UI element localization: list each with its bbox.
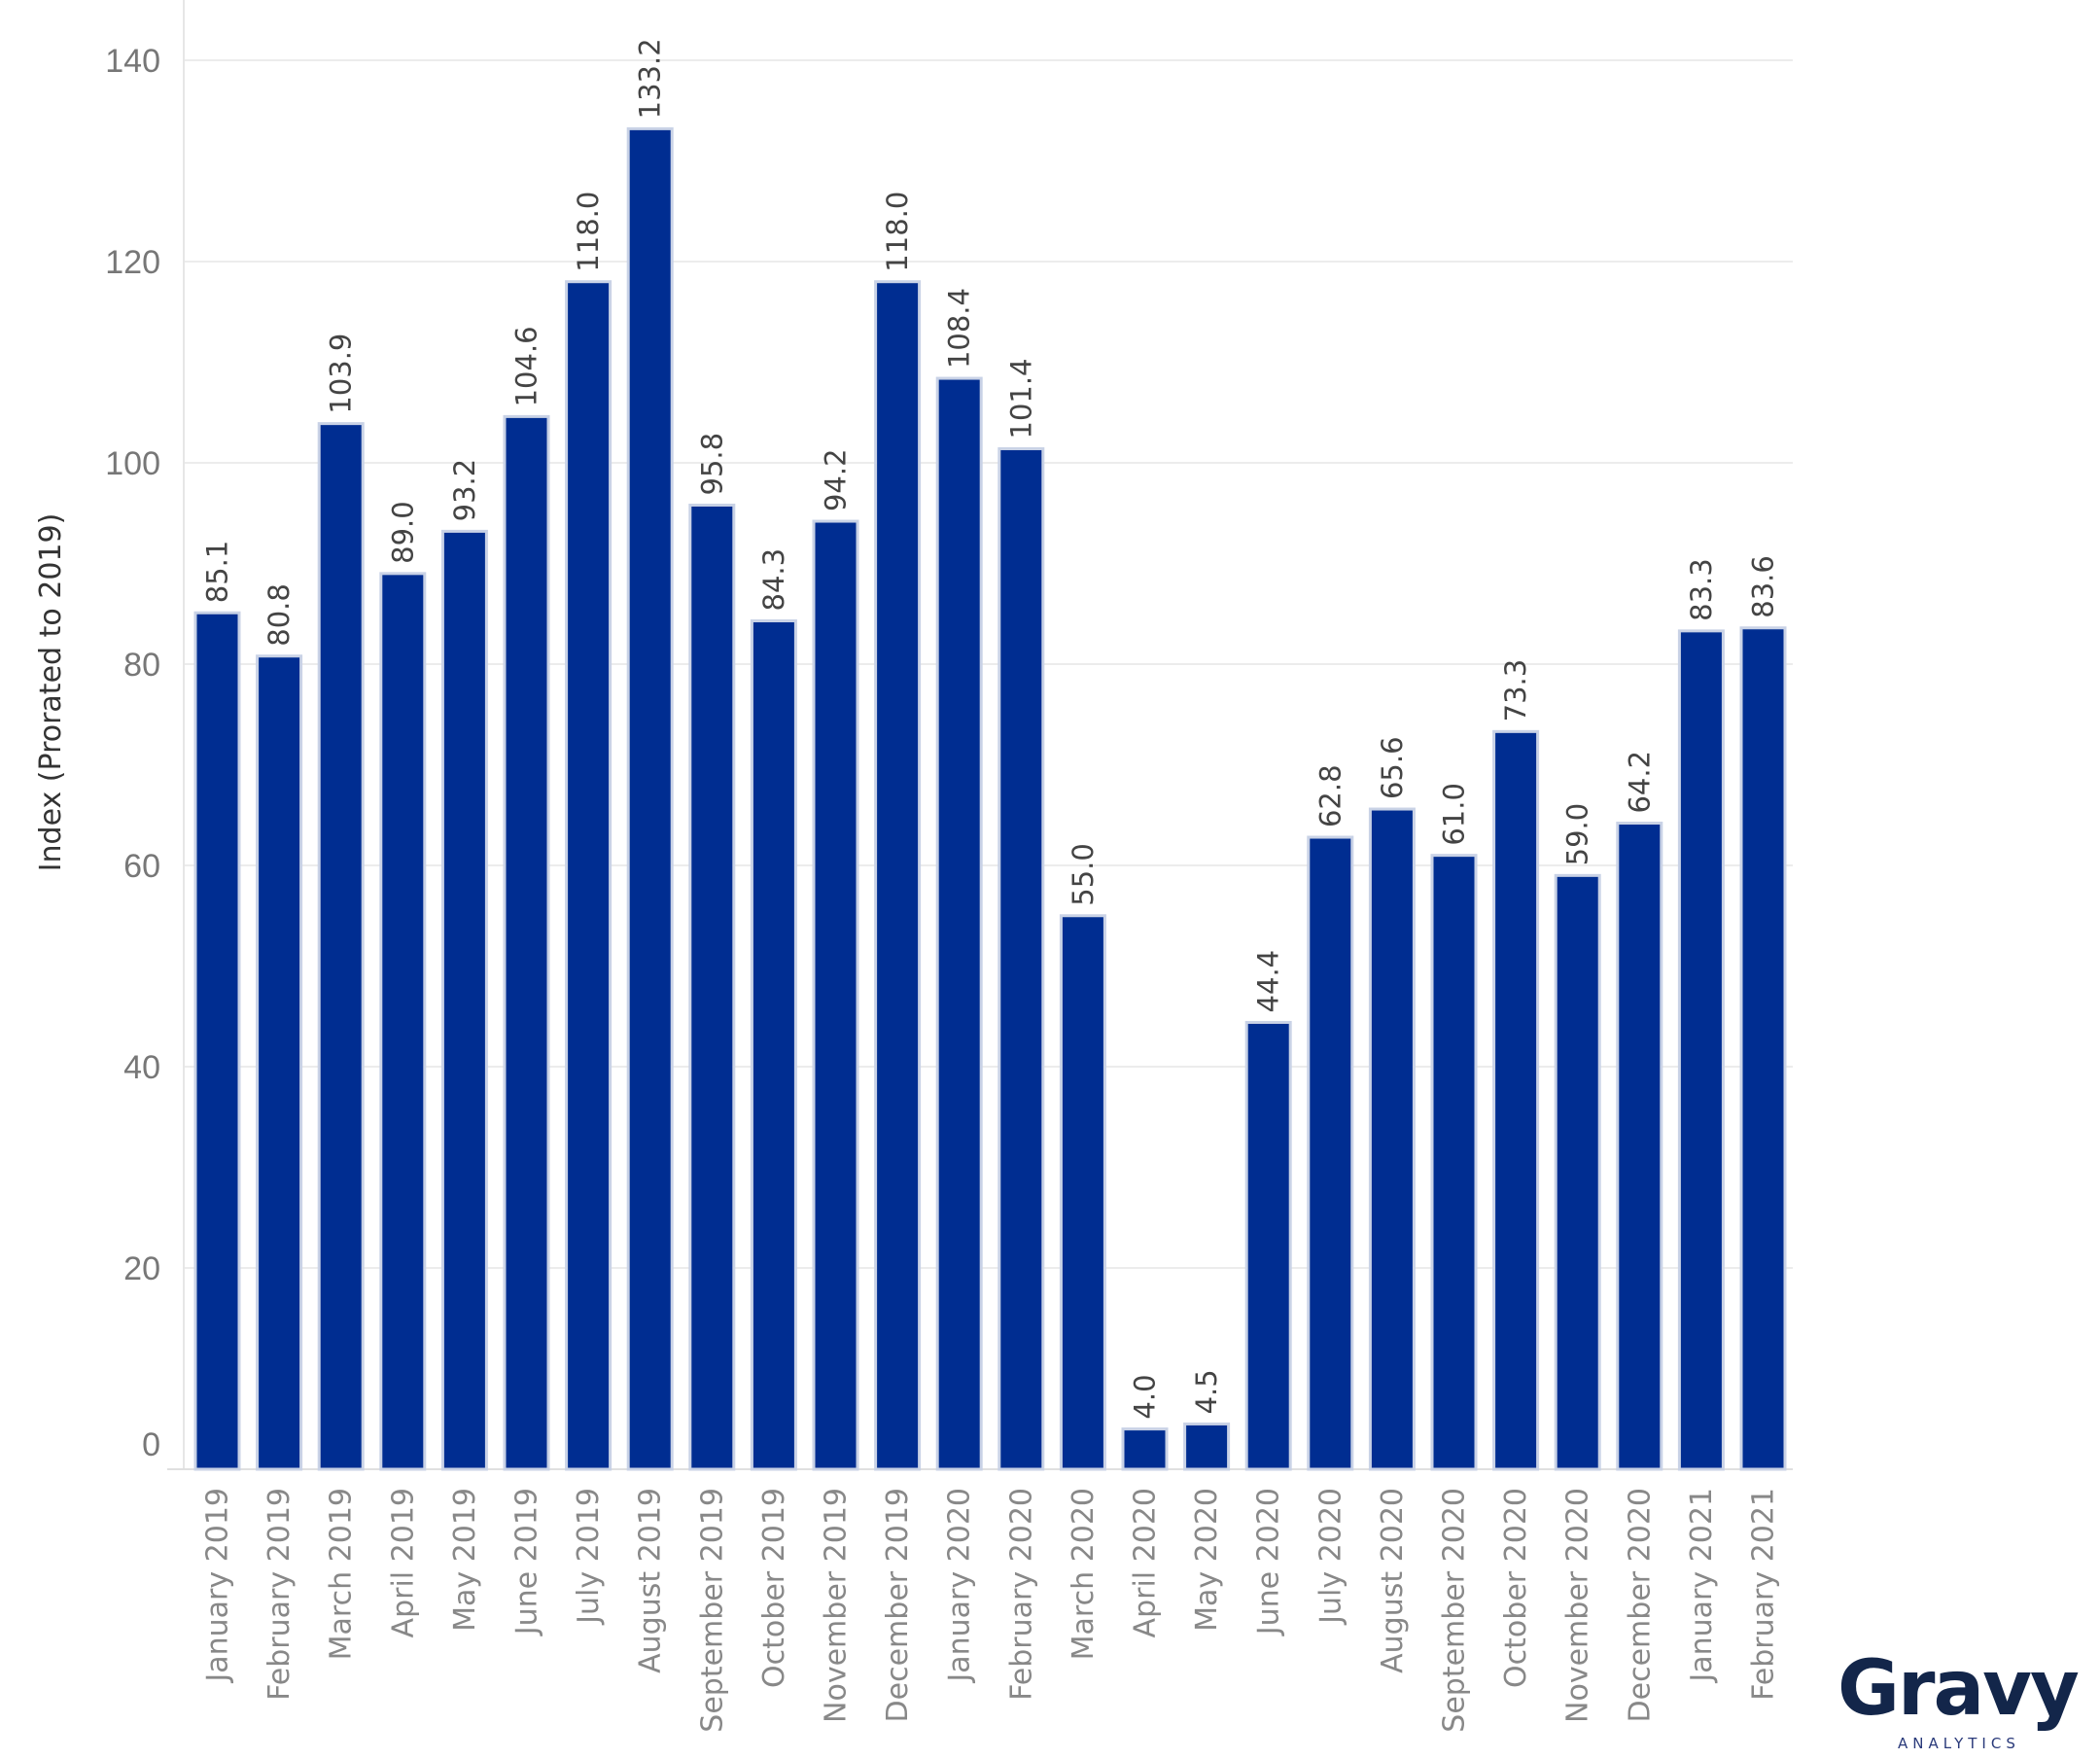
x-tick-label: February 2021 <box>1747 1488 1781 1701</box>
x-tick-label: June 2019 <box>510 1488 544 1636</box>
value-label: 118.0 <box>572 192 605 272</box>
y-tick-label: 60 <box>123 848 160 885</box>
bar <box>1368 807 1416 1471</box>
x-tick-label: August 2020 <box>1376 1488 1410 1673</box>
gravy-analytics-logo: Gravy ANALYTICS <box>1838 1649 2081 1756</box>
bar <box>626 126 674 1471</box>
bar <box>1739 626 1787 1471</box>
x-tick-label: May 2019 <box>448 1488 482 1632</box>
bar <box>440 529 488 1471</box>
y-axis-title: Index (Prorated to 2019) <box>34 513 68 872</box>
y-tick-label: 40 <box>123 1049 160 1086</box>
y-tick-label: 120 <box>105 244 160 281</box>
value-label: 4.5 <box>1190 1369 1223 1414</box>
logo-wordmark: Gravy <box>1838 1645 2080 1733</box>
logo-subtitle: ANALYTICS <box>1898 1735 2020 1752</box>
bar <box>998 447 1045 1471</box>
x-tick-label: November 2020 <box>1561 1488 1595 1723</box>
x-tick-label: September 2020 <box>1438 1488 1472 1733</box>
bar <box>503 414 550 1471</box>
value-labels: 85.1 80.8 103.9 89.0 93.2 104.6 118.0 133.2 95.8… <box>201 38 1780 1419</box>
y-axis-ticks: 0 20 40 60 80 100 120 140 <box>105 43 160 1463</box>
x-tick-label: March 2020 <box>1067 1488 1101 1660</box>
bar <box>1059 914 1106 1471</box>
bar <box>1430 854 1478 1471</box>
bar <box>1677 629 1725 1471</box>
x-tick-label: November 2019 <box>820 1488 854 1723</box>
value-label: 84.3 <box>757 548 790 612</box>
value-label: 62.8 <box>1313 764 1347 827</box>
x-tick-label: January 2020 <box>943 1488 977 1684</box>
x-tick-label: January 2021 <box>1685 1488 1719 1684</box>
value-label: 104.6 <box>510 326 543 406</box>
x-tick-label: August 2019 <box>634 1488 668 1673</box>
value-label: 89.0 <box>386 501 419 564</box>
bar <box>1183 1422 1231 1471</box>
x-tick-label: June 2020 <box>1252 1488 1286 1636</box>
value-label: 65.6 <box>1376 736 1409 799</box>
bar <box>874 280 922 1471</box>
x-tick-label: January 2019 <box>201 1488 235 1684</box>
bars <box>193 126 1787 1471</box>
bar <box>1616 822 1663 1471</box>
x-tick-label: February 2019 <box>262 1488 297 1701</box>
value-label: 61.0 <box>1438 783 1471 846</box>
value-label: 73.3 <box>1499 659 1532 722</box>
x-tick-label: July 2019 <box>572 1488 606 1626</box>
value-label: 103.9 <box>325 334 358 414</box>
bar <box>812 519 859 1471</box>
x-tick-label: March 2019 <box>325 1488 359 1660</box>
x-tick-label: July 2020 <box>1313 1488 1348 1626</box>
bar <box>1554 873 1601 1471</box>
value-label: 59.0 <box>1561 803 1594 866</box>
value-label: 83.6 <box>1747 555 1780 618</box>
y-tick-label: 140 <box>105 43 160 80</box>
bar <box>688 503 736 1471</box>
value-label: 133.2 <box>634 38 667 119</box>
value-label: 108.4 <box>943 288 976 369</box>
value-label: 118.0 <box>881 192 914 272</box>
bar <box>750 618 797 1471</box>
bar <box>565 280 612 1471</box>
value-label: 4.0 <box>1129 1374 1162 1419</box>
bar <box>256 654 303 1471</box>
value-label: 83.3 <box>1685 558 1718 621</box>
x-tick-label: May 2020 <box>1190 1488 1224 1632</box>
value-label: 44.4 <box>1252 950 1285 1013</box>
x-tick-label: October 2019 <box>757 1488 791 1688</box>
bar <box>317 422 365 1471</box>
value-label: 94.2 <box>820 448 853 511</box>
x-tick-label: February 2020 <box>1004 1488 1038 1701</box>
bar <box>1492 729 1540 1471</box>
x-tick-label: April 2019 <box>386 1488 420 1637</box>
x-tick-label: September 2019 <box>695 1488 729 1733</box>
value-label: 85.1 <box>201 541 234 604</box>
value-label: 80.8 <box>262 583 296 647</box>
bar <box>1244 1020 1292 1471</box>
x-axis-labels: January 2019 February 2019 March 2019 April… <box>201 1488 1781 1733</box>
x-tick-label: April 2020 <box>1129 1488 1163 1637</box>
value-label: 93.2 <box>448 459 481 522</box>
bar <box>1121 1427 1169 1471</box>
bar <box>193 611 241 1471</box>
x-tick-label: December 2020 <box>1623 1488 1657 1722</box>
bar <box>935 376 983 1471</box>
y-tick-label: 20 <box>123 1250 160 1287</box>
y-tick-label: 100 <box>105 445 160 482</box>
value-label: 55.0 <box>1067 843 1100 906</box>
bar <box>379 572 427 1471</box>
x-tick-label: December 2019 <box>881 1488 915 1722</box>
value-label: 101.4 <box>1004 358 1037 439</box>
bar <box>1307 835 1354 1471</box>
value-label: 64.2 <box>1623 751 1656 814</box>
y-tick-label: 80 <box>123 647 160 684</box>
x-tick-label: October 2020 <box>1499 1488 1533 1688</box>
y-tick-label: 0 <box>142 1426 160 1463</box>
value-label: 95.8 <box>695 433 728 496</box>
